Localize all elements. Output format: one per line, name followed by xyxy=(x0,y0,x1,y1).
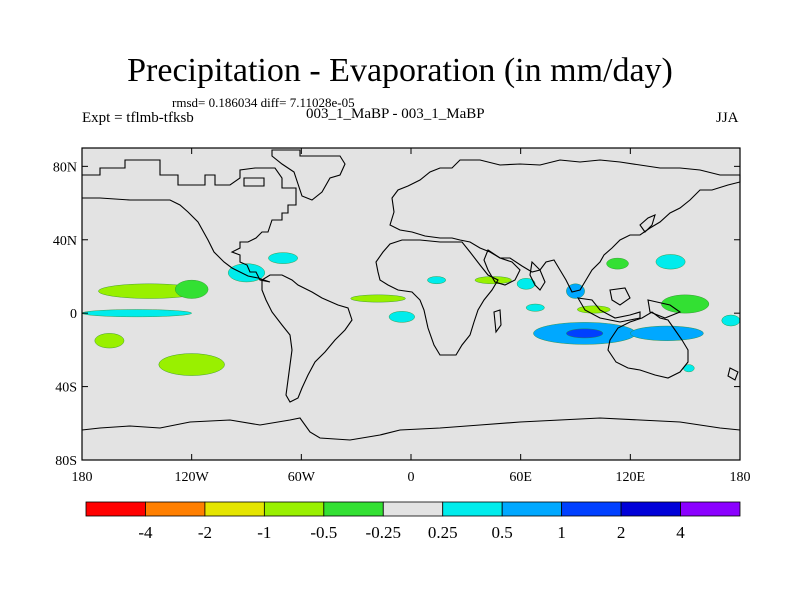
coast-australia xyxy=(607,311,689,379)
colorbar-swatch xyxy=(323,501,384,517)
colorbar-label: 1 xyxy=(557,523,566,542)
anomaly-region xyxy=(388,311,415,323)
coast-japan xyxy=(639,214,656,233)
coast-africa xyxy=(375,239,499,356)
coast-madagascar xyxy=(493,309,502,334)
colorbar: -4 -2 -1 -0.5 -0.25 0.25 0.5 1 2 4 xyxy=(85,501,741,542)
x-tick-label: 180 xyxy=(730,470,751,485)
coast-new-guinea xyxy=(647,299,682,319)
y-tick-label: 40S xyxy=(55,381,77,396)
coast-new-zealand xyxy=(727,367,739,381)
anomaly-region xyxy=(175,279,209,299)
coast-borneo xyxy=(609,287,631,306)
colorbar-label: 2 xyxy=(617,523,626,542)
colorbar-swatch xyxy=(442,501,503,517)
anomaly-region xyxy=(525,303,545,312)
y-tick-label: 80N xyxy=(53,160,77,175)
anomaly-region xyxy=(566,328,604,339)
x-tick-label: 60E xyxy=(509,470,532,485)
y-tick-label: 40N xyxy=(53,234,77,249)
colorbar-swatch xyxy=(85,501,146,517)
anomaly-region xyxy=(721,314,741,327)
coast-india xyxy=(529,260,546,291)
stats-text: rmsd= 0.186034 diff= 7.11028e-05 xyxy=(172,95,355,110)
y-axis: 80N 40N 0 40S 80S xyxy=(53,160,740,469)
coast-greenland xyxy=(271,149,346,201)
colorbar-label: 0.25 xyxy=(428,523,458,542)
coast-north-america xyxy=(82,159,297,283)
cases-label: 003_1_MaBP - 003_1_MaBP xyxy=(306,106,485,122)
colorbar-swatch xyxy=(680,501,741,517)
colorbar-label: -0.25 xyxy=(366,523,401,542)
colorbar-label: 4 xyxy=(676,523,685,542)
x-tick-label: 60W xyxy=(288,470,316,485)
x-tick-label: 120E xyxy=(616,470,646,485)
colorbar-label: -0.5 xyxy=(310,523,337,542)
colorbar-label: -1 xyxy=(257,523,271,542)
coast-arctic-island xyxy=(243,177,265,187)
coastlines xyxy=(81,149,741,441)
colorbar-label: 0.5 xyxy=(492,523,513,542)
anomaly-region xyxy=(350,294,406,303)
x-tick-label: 120W xyxy=(175,470,210,485)
coast-antarctica xyxy=(81,417,741,441)
colorbar-swatch xyxy=(204,501,265,517)
colorbar-swatch xyxy=(263,501,325,517)
colorbar-swatch xyxy=(382,501,444,517)
coast-south-america xyxy=(261,274,353,403)
colorbar-label: -2 xyxy=(198,523,212,542)
page-title: Precipitation - Evaporation (in mm/day) xyxy=(127,52,673,89)
x-axis: 180 120W 60W 0 60E 120E 180 xyxy=(72,148,751,485)
colorbar-swatch xyxy=(145,501,206,517)
coast-arabia xyxy=(483,249,521,286)
coast-indonesia xyxy=(576,297,641,323)
x-tick-label: 180 xyxy=(72,470,93,485)
y-tick-label: 80S xyxy=(55,454,77,469)
colorbar-swatch xyxy=(501,501,563,517)
anomaly-region xyxy=(81,309,192,318)
anomaly-region xyxy=(158,353,225,376)
season-label: JJA xyxy=(716,110,739,126)
colorbar-label: -4 xyxy=(138,523,153,542)
map-background xyxy=(82,148,740,460)
anomaly-region xyxy=(577,305,611,314)
map-plot-area xyxy=(81,147,741,461)
anomaly-region xyxy=(427,276,446,285)
anomaly-region xyxy=(630,325,704,341)
experiment-label: Expt = tflmb-tfksb xyxy=(82,110,194,126)
anomaly-region xyxy=(661,294,710,314)
x-tick-label: 0 xyxy=(408,470,415,485)
anomaly-region xyxy=(268,252,298,264)
anomaly-region xyxy=(516,278,536,290)
anomaly-region xyxy=(655,254,686,270)
colorbar-swatch xyxy=(620,501,681,517)
anomaly-region xyxy=(94,333,125,349)
anomaly-region xyxy=(474,276,512,285)
y-tick-label: 0 xyxy=(70,307,77,322)
anomaly-region xyxy=(606,257,629,270)
colorbar-swatch xyxy=(561,501,622,517)
